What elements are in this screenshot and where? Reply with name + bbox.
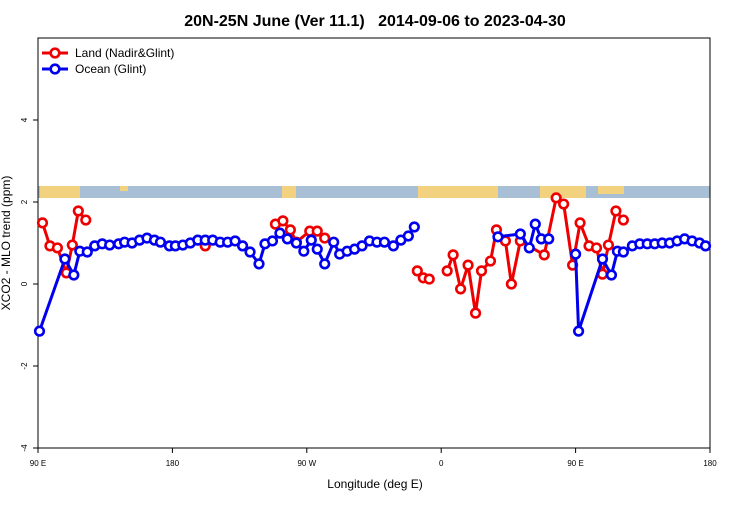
- data-point: [610, 205, 622, 217]
- data-point: [244, 246, 256, 258]
- data-point: [33, 325, 46, 337]
- data-point: [319, 232, 331, 244]
- data-point: [447, 249, 459, 261]
- data-point: [311, 243, 323, 255]
- y-tick-label: 0: [20, 281, 29, 286]
- data-point: [523, 242, 535, 254]
- data-point: [154, 236, 167, 248]
- data-point: [356, 240, 368, 252]
- data-point: [66, 239, 78, 251]
- data-point: [484, 255, 497, 267]
- data-point: [617, 214, 629, 226]
- data-point: [104, 239, 116, 251]
- chart-title: 20N-25N June (Ver 11.1) 2014-09-06 to 20…: [184, 13, 566, 30]
- x-tick-label: 180: [166, 459, 180, 468]
- data-point: [602, 239, 615, 251]
- data-point: [423, 273, 435, 285]
- data-point: [462, 259, 474, 271]
- data-point: [72, 205, 84, 217]
- data-point: [590, 242, 603, 254]
- data-point: [253, 258, 265, 270]
- data-point: [378, 236, 391, 248]
- data-point: [505, 278, 517, 290]
- data-point: [569, 248, 582, 260]
- data-point: [574, 217, 586, 229]
- legend-label: Land (Nadir&Glint): [75, 46, 174, 60]
- data-point: [277, 215, 289, 227]
- data-point: [311, 225, 323, 237]
- data-point: [550, 192, 562, 204]
- data-point: [81, 246, 93, 258]
- data-point: [408, 221, 420, 233]
- data-point: [572, 325, 585, 337]
- y-axis-label: XCO2 - MLO trend (ppm): [0, 176, 13, 311]
- data-point: [51, 242, 64, 254]
- data-point: [596, 253, 609, 265]
- data-point: [68, 269, 80, 281]
- series-line: [41, 195, 625, 314]
- x-tick-label: 90 W: [297, 459, 316, 468]
- data-point: [274, 227, 286, 239]
- legend-marker: [49, 47, 61, 59]
- data-point: [305, 234, 317, 246]
- x-tick-label: 180: [703, 459, 717, 468]
- data-point: [36, 217, 49, 229]
- data-point: [266, 235, 279, 247]
- data-point: [441, 265, 453, 277]
- data-point: [617, 246, 629, 258]
- data-point: [80, 214, 92, 226]
- data-point: [538, 249, 550, 261]
- data-point: [543, 233, 555, 245]
- data-point: [328, 236, 340, 248]
- data-point: [284, 224, 296, 236]
- data-point: [469, 307, 482, 319]
- y-tick-label: 4: [20, 117, 29, 122]
- data-point: [605, 269, 618, 281]
- legend-marker: [49, 63, 61, 75]
- x-axis-label: Longitude (deg E): [327, 477, 422, 491]
- data-point: [492, 231, 504, 243]
- x-tick-label: 90 E: [30, 459, 46, 468]
- y-tick-label: 2: [20, 199, 29, 204]
- data-point: [298, 245, 310, 257]
- data-point: [59, 253, 71, 265]
- data-point: [402, 230, 414, 242]
- data-point: [281, 233, 293, 245]
- data-point: [319, 258, 331, 270]
- data-point: [475, 265, 488, 277]
- data-point: [699, 240, 712, 252]
- x-tick-label: 90 E: [567, 459, 583, 468]
- data-point: [290, 237, 302, 249]
- data-point: [558, 198, 570, 210]
- data-point: [529, 218, 541, 230]
- legend-label: Ocean (Glint): [75, 62, 146, 76]
- data-point: [411, 265, 423, 277]
- data-point: [455, 283, 467, 295]
- data-point: [387, 240, 400, 252]
- map-strip: [38, 186, 710, 198]
- x-tick-label: 0: [439, 459, 444, 468]
- y-tick-label: -4: [20, 444, 29, 452]
- y-tick-label: -2: [20, 362, 29, 370]
- data-point: [236, 240, 249, 252]
- data-point: [229, 235, 241, 247]
- data-point: [514, 228, 526, 240]
